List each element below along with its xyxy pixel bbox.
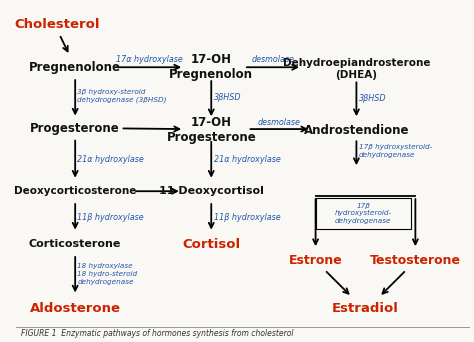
Text: Pregnenolone: Pregnenolone bbox=[29, 61, 121, 74]
Text: 18 hydroxylase: 18 hydroxylase bbox=[77, 263, 133, 268]
Text: 18 hydro-steroid
dehydrogenase: 18 hydro-steroid dehydrogenase bbox=[77, 271, 137, 285]
Text: 21α hydroxylase: 21α hydroxylase bbox=[213, 155, 280, 164]
Text: FIGURE 1  Enzymatic pathways of hormones synthesis from cholesterol: FIGURE 1 Enzymatic pathways of hormones … bbox=[21, 329, 293, 339]
Text: Aldosterone: Aldosterone bbox=[30, 302, 121, 315]
Text: Androstendione: Androstendione bbox=[304, 123, 409, 136]
Text: 17-OH
Progesterone: 17-OH Progesterone bbox=[166, 116, 256, 144]
Text: 3βHSD: 3βHSD bbox=[359, 94, 386, 103]
Text: Deoxycorticosterone: Deoxycorticosterone bbox=[14, 186, 137, 196]
Text: Cortisol: Cortisol bbox=[182, 238, 240, 251]
Text: 3βHSD: 3βHSD bbox=[213, 93, 241, 103]
Text: 17-OH
Pregnenolon: 17-OH Pregnenolon bbox=[169, 53, 253, 81]
Text: Testosterone: Testosterone bbox=[370, 254, 461, 267]
FancyBboxPatch shape bbox=[316, 198, 411, 228]
Text: 11 Deoxycortisol: 11 Deoxycortisol bbox=[159, 186, 264, 196]
Text: Progesterone: Progesterone bbox=[30, 122, 120, 135]
Text: 11β hydroxylase: 11β hydroxylase bbox=[77, 212, 144, 222]
Text: 21α hydroxylase: 21α hydroxylase bbox=[77, 155, 144, 164]
Text: 11β hydroxylase: 11β hydroxylase bbox=[213, 212, 280, 222]
Text: Cholesterol: Cholesterol bbox=[14, 18, 100, 31]
Text: desmolase: desmolase bbox=[258, 118, 301, 127]
Text: 3β hydroxy-steroid
dehydrogenase (3βHSD): 3β hydroxy-steroid dehydrogenase (3βHSD) bbox=[77, 89, 167, 103]
Text: 17α hydroxylase: 17α hydroxylase bbox=[116, 55, 182, 65]
Text: Estradiol: Estradiol bbox=[332, 302, 399, 315]
Text: Estrone: Estrone bbox=[289, 254, 342, 267]
Text: Corticosterone: Corticosterone bbox=[29, 239, 121, 249]
Text: 17β
hydroxysteroid-
dehydrogenase: 17β hydroxysteroid- dehydrogenase bbox=[335, 203, 392, 224]
Text: 17β hydroxysteroid-
dehydrogenase: 17β hydroxysteroid- dehydrogenase bbox=[359, 144, 432, 158]
Text: Dehydroepiandrosterone
(DHEA): Dehydroepiandrosterone (DHEA) bbox=[283, 58, 430, 80]
Text: desmolase: desmolase bbox=[252, 55, 294, 65]
